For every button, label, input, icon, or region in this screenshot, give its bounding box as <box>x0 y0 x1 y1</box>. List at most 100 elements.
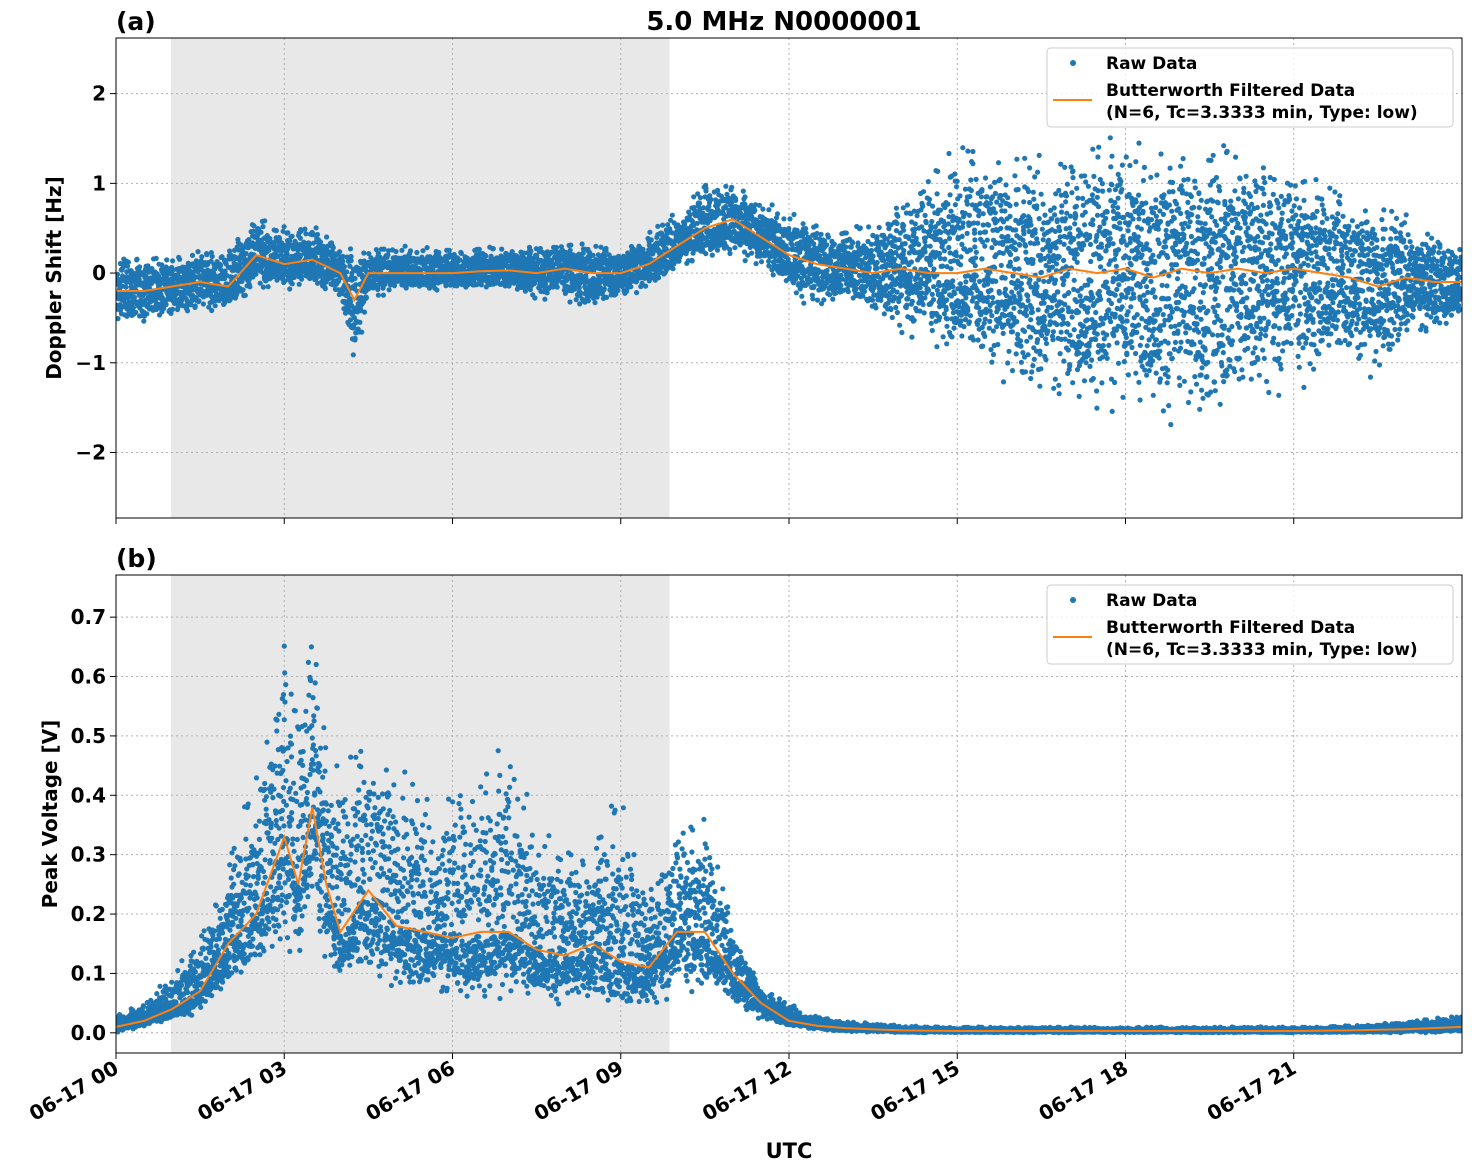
raw-point <box>163 301 169 308</box>
raw-point <box>577 289 584 296</box>
raw-point <box>881 257 887 263</box>
raw-point <box>212 303 218 309</box>
raw-point <box>357 319 363 325</box>
raw-point <box>348 253 354 260</box>
raw-point <box>297 253 303 259</box>
raw-point <box>898 292 905 298</box>
raw-point <box>660 222 666 228</box>
raw-point <box>579 241 585 247</box>
raw-point <box>810 296 816 302</box>
raw-point <box>483 253 489 259</box>
raw-point <box>793 290 800 296</box>
raw-point <box>634 290 640 296</box>
raw-point <box>120 264 127 270</box>
raw-point <box>123 284 129 290</box>
raw-point <box>350 352 356 358</box>
raw-point <box>869 297 876 303</box>
raw-point <box>891 256 898 262</box>
raw-point <box>781 216 787 222</box>
raw-point <box>240 287 246 293</box>
raw-point <box>224 272 230 279</box>
raw-point <box>282 278 288 284</box>
raw-point <box>133 309 139 315</box>
raw-point <box>337 249 343 255</box>
raw-point <box>838 282 844 288</box>
raw-point <box>868 247 875 254</box>
raw-point <box>857 225 863 231</box>
raw-point <box>895 213 901 219</box>
raw-point <box>348 258 354 264</box>
raw-point <box>116 271 121 277</box>
raw-point <box>894 289 900 295</box>
raw-point <box>769 202 775 208</box>
raw-point <box>894 220 900 227</box>
raw-point <box>902 241 908 247</box>
raw-point <box>821 297 827 303</box>
raw-point <box>177 256 183 262</box>
raw-point <box>648 237 654 243</box>
raw-point <box>800 221 806 227</box>
raw-point <box>874 234 880 240</box>
raw-point <box>811 283 817 289</box>
raw-point <box>169 268 175 274</box>
raw-point <box>567 299 573 305</box>
raw-point <box>359 329 365 335</box>
raw-point <box>298 228 304 234</box>
raw-point <box>319 267 325 273</box>
raw-point <box>199 254 205 260</box>
raw-point <box>669 212 675 218</box>
raw-point <box>740 188 746 194</box>
raw-point <box>116 316 121 322</box>
raw-point <box>576 285 582 291</box>
raw-point <box>528 248 534 254</box>
raw-point <box>824 242 830 248</box>
raw-point <box>774 211 781 217</box>
raw-point <box>850 240 856 246</box>
raw-point <box>260 224 266 230</box>
raw-point <box>896 237 902 243</box>
raw-point <box>814 297 821 303</box>
raw-point <box>280 228 286 234</box>
raw-point <box>799 293 805 299</box>
raw-point <box>593 243 599 249</box>
raw-point <box>908 259 915 265</box>
raw-point <box>130 305 136 311</box>
raw-point <box>218 262 224 268</box>
raw-point <box>330 245 336 251</box>
raw-point <box>246 237 252 243</box>
raw-point <box>803 226 809 232</box>
raw-point <box>284 252 290 258</box>
raw-point <box>296 281 302 287</box>
raw-point <box>375 292 381 298</box>
raw-point <box>420 248 426 254</box>
raw-point <box>242 292 248 298</box>
raw-point <box>227 297 233 303</box>
raw-point <box>894 309 901 316</box>
raw-point <box>592 300 598 306</box>
raw-point <box>876 224 882 231</box>
raw-point <box>568 242 574 248</box>
raw-point <box>402 243 408 249</box>
raw-point <box>901 248 907 254</box>
raw-point <box>200 301 206 307</box>
raw-point <box>873 305 879 311</box>
raw-point <box>813 223 819 229</box>
raw-point <box>727 250 733 257</box>
raw-point <box>866 224 872 230</box>
raw-point <box>749 250 755 256</box>
raw-point <box>888 306 894 313</box>
raw-point <box>299 276 305 282</box>
raw-point <box>137 264 143 270</box>
raw-point <box>291 274 297 280</box>
raw-point <box>889 314 895 321</box>
raw-point <box>904 302 910 308</box>
raw-point <box>897 322 903 328</box>
raw-point <box>476 246 482 252</box>
raw-point <box>866 265 872 271</box>
raw-point <box>209 253 215 259</box>
raw-point <box>770 272 776 278</box>
raw-point <box>825 234 832 240</box>
raw-point <box>824 267 830 274</box>
raw-point <box>827 260 834 266</box>
